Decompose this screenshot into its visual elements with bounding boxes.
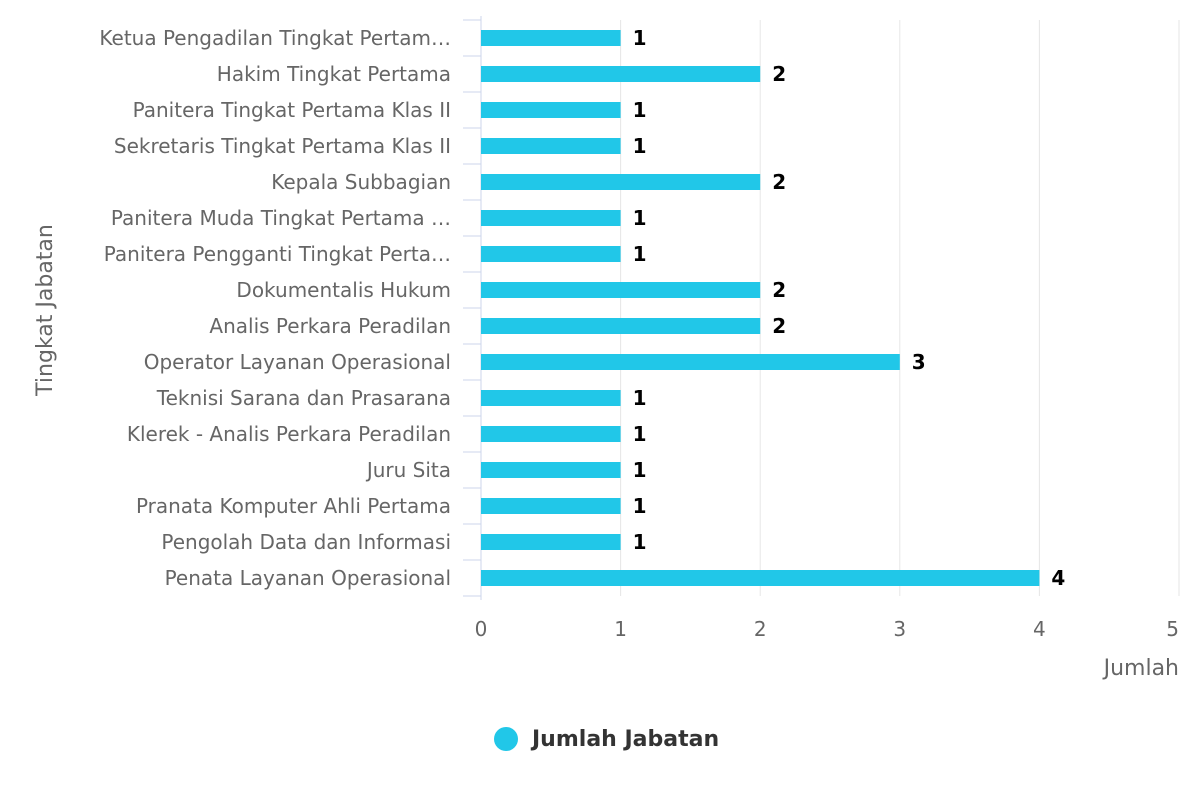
axes [463,16,482,600]
bars [481,30,1040,586]
category-label: Panitera Tingkat Pertama Klas II [133,98,451,122]
labels: Ketua Pengadilan Tingkat Pertam… 1 Hakim T… [99,26,1179,641]
bar[interactable] [481,354,900,370]
data-label: 1 [633,242,647,266]
bar[interactable] [481,138,621,154]
bar[interactable] [481,498,621,514]
x-tick-label: 1 [614,617,627,641]
bar[interactable] [481,30,621,46]
bar[interactable] [481,246,621,262]
data-label: 1 [633,26,647,50]
bar[interactable] [481,282,761,298]
bar[interactable] [481,426,621,442]
category-label: Juru Sita [365,458,451,482]
category-label: Analis Perkara Peradilan [209,314,451,338]
bar[interactable] [481,462,621,478]
data-label: 1 [633,530,647,554]
bar[interactable] [481,570,1040,586]
x-tick-label: 4 [1033,617,1046,641]
category-label: Operator Layanan Operasional [144,350,451,374]
category-label: Klerek - Analis Perkara Peradilan [127,422,451,446]
x-tick-label: 5 [1166,617,1179,641]
category-label: Teknisi Sarana dan Prasarana [156,386,451,410]
category-label: Panitera Pengganti Tingkat Perta… [104,242,451,266]
x-axis-title: Jumlah [1102,656,1179,681]
x-tick-label: 2 [754,617,767,641]
bar[interactable] [481,174,761,190]
data-label: 1 [633,458,647,482]
category-label: Dokumentalis Hukum [236,278,451,302]
data-label: 2 [772,62,786,86]
category-label: Panitera Muda Tingkat Pertama … [111,206,451,230]
y-axis-title: Tingkat Jabatan [33,224,58,397]
bar[interactable] [481,210,621,226]
data-label: 2 [772,314,786,338]
data-label: 1 [633,422,647,446]
bar[interactable] [481,534,621,550]
data-label: 1 [633,206,647,230]
bar[interactable] [481,66,761,82]
data-label: 2 [772,170,786,194]
data-label: 1 [633,98,647,122]
legend-label: Jumlah Jabatan [532,726,720,752]
category-label: Hakim Tingkat Pertama [217,62,451,86]
data-label: 2 [772,278,786,302]
category-label: Sekretaris Tingkat Pertama Klas II [114,134,451,158]
legend-marker [494,727,518,751]
bar[interactable] [481,102,621,118]
grid-lines [620,20,1180,596]
category-label: Ketua Pengadilan Tingkat Pertam… [99,26,451,50]
bar[interactable] [481,390,621,406]
category-label: Pranata Komputer Ahli Pertama [136,494,451,518]
category-label: Pengolah Data dan Informasi [161,530,451,554]
category-label: Kepala Subbagian [271,170,451,194]
legend-item[interactable]: Jumlah Jabatan [494,722,719,756]
x-tick-label: 3 [893,617,906,641]
bar[interactable] [481,318,761,334]
x-tick-label: 0 [475,617,488,641]
data-label: 1 [633,386,647,410]
data-label: 4 [1051,566,1065,590]
category-label: Penata Layanan Operasional [165,566,451,590]
data-label: 1 [633,134,647,158]
data-label: 1 [633,494,647,518]
data-label: 3 [912,350,926,374]
